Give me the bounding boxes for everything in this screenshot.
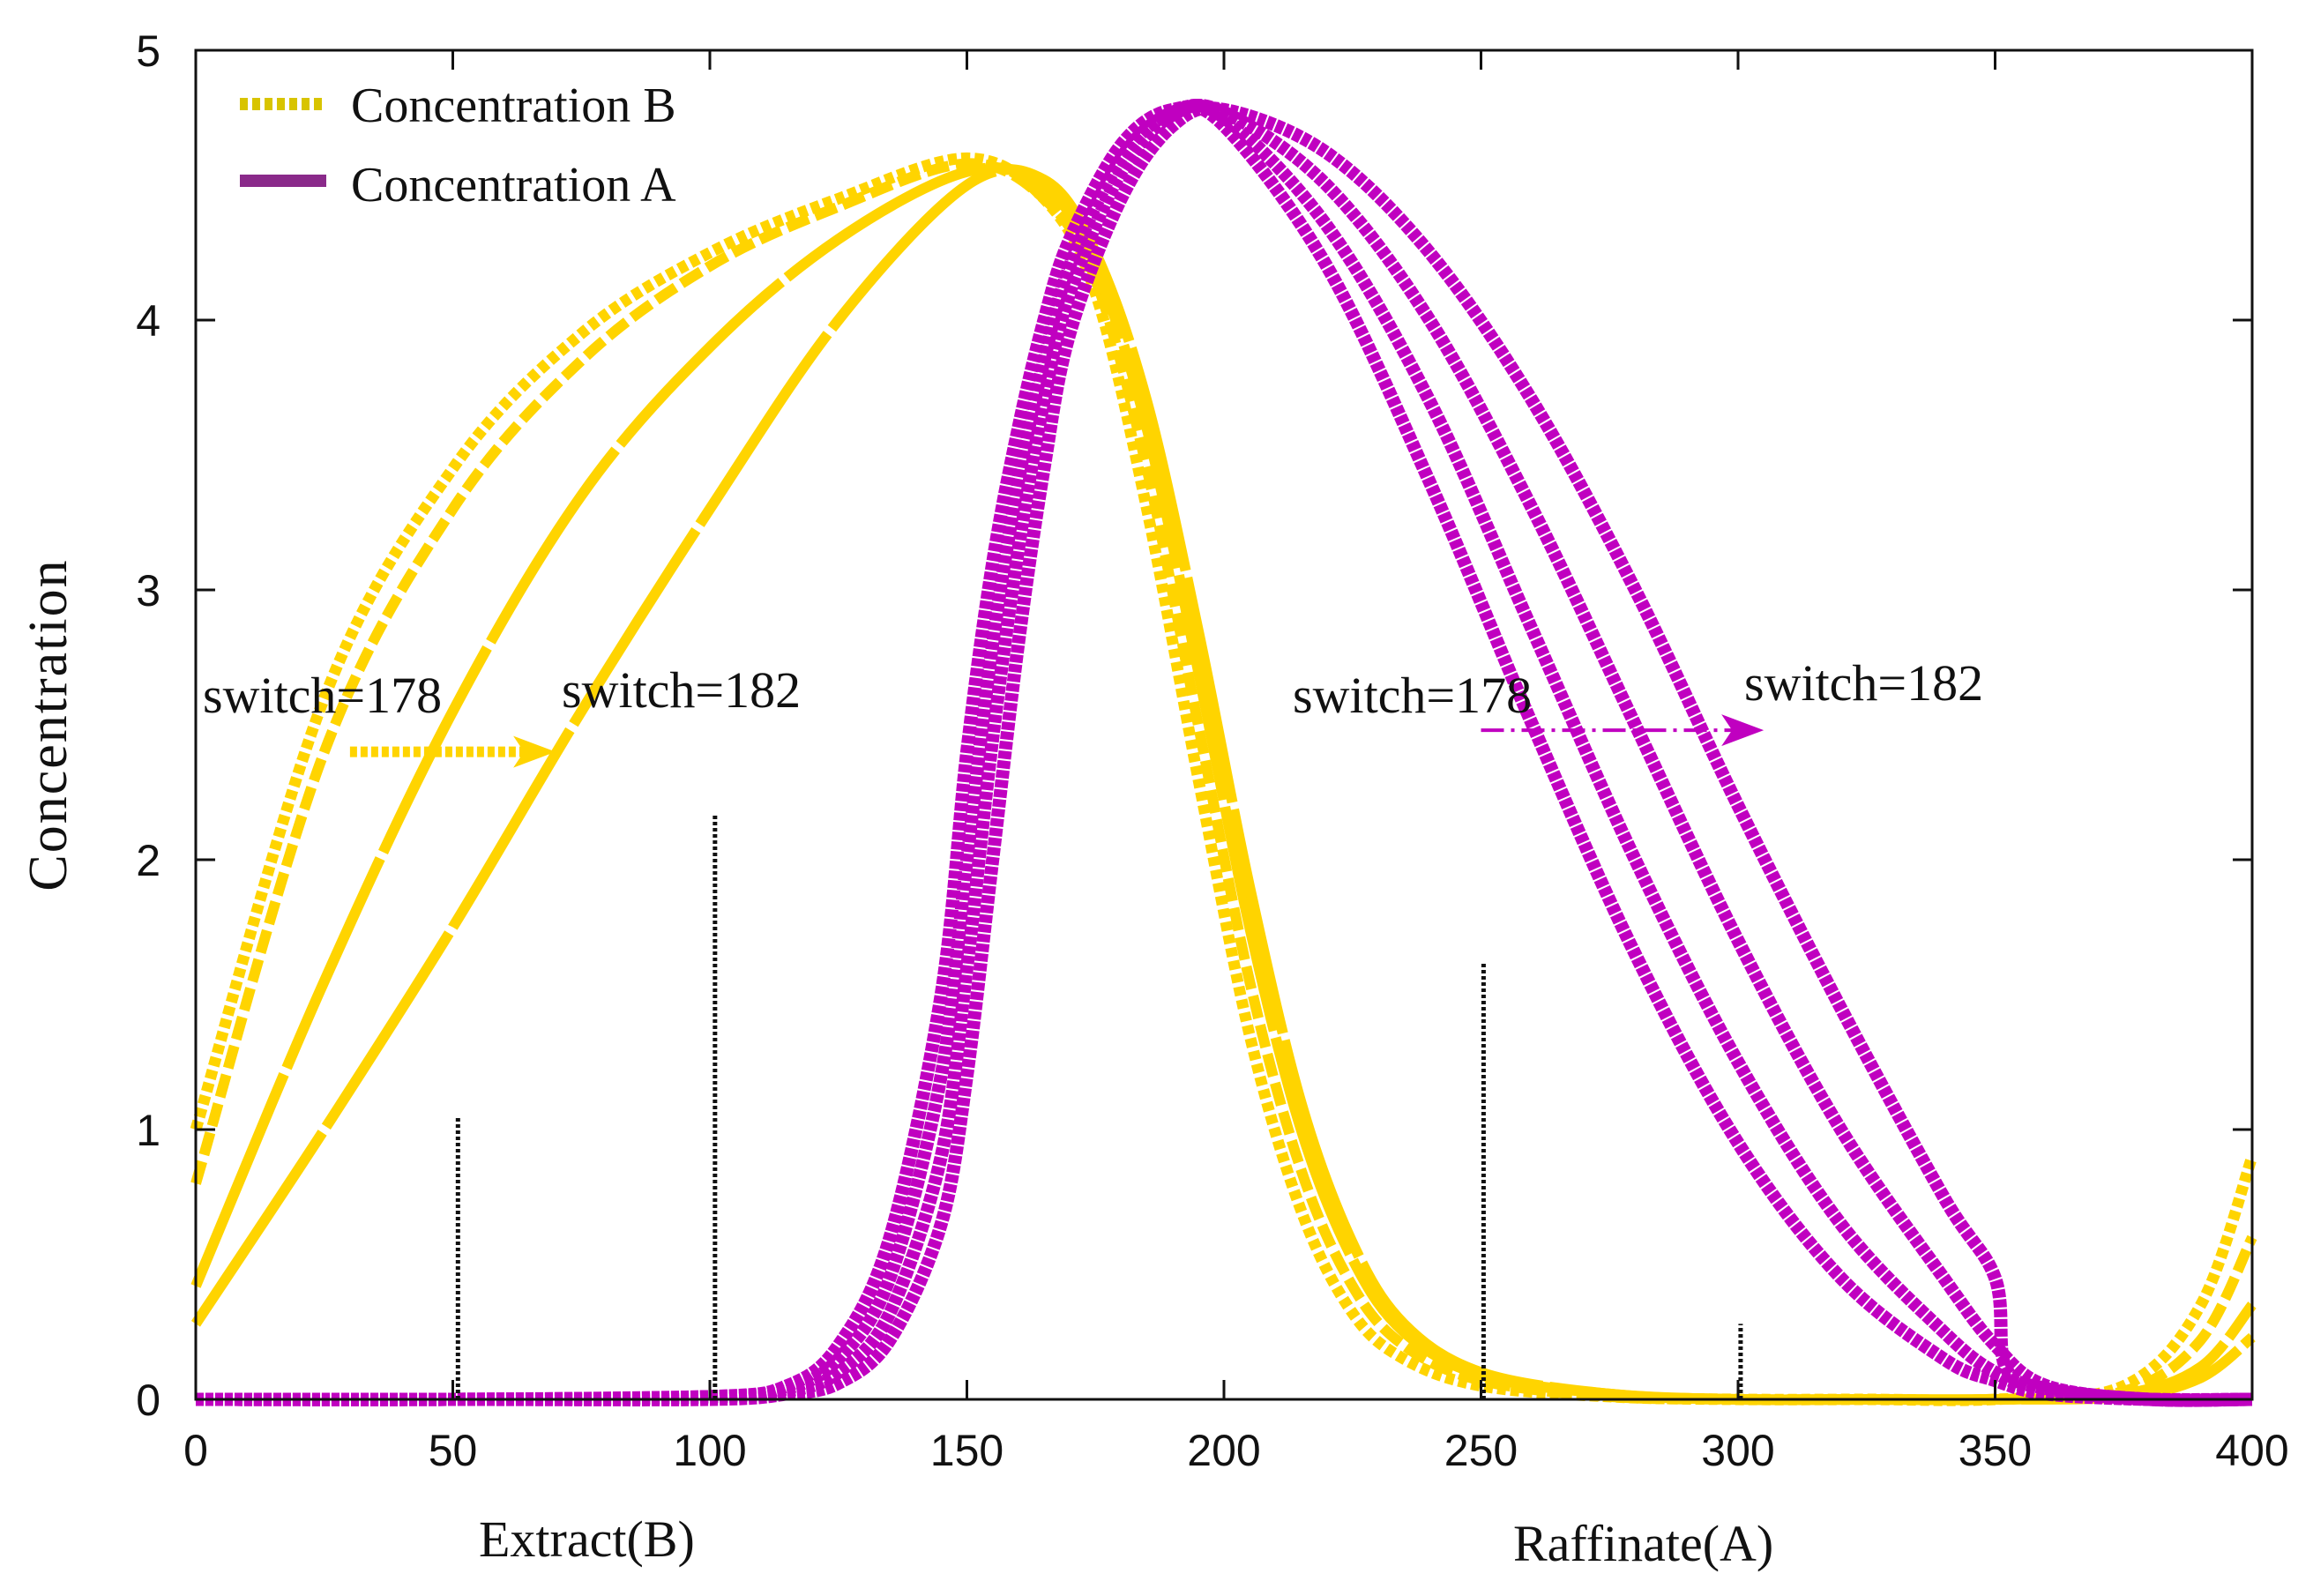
series-line-a-4 — [195, 100, 2253, 1406]
annotation-extract-switch-182: switch=182 — [562, 661, 801, 719]
annotation-raffinate-switch-178: switch=178 — [1293, 667, 1532, 724]
x-tick-label-50: 50 — [429, 1426, 478, 1475]
series-layer — [190, 98, 2258, 1407]
series-line-b-3 — [190, 164, 2256, 1406]
y-tick-label-0: 0 — [136, 1376, 160, 1425]
y-tick-label-3: 3 — [136, 566, 160, 615]
x-tick-label-200: 200 — [1187, 1426, 1260, 1475]
y-axis-label: Concentration — [19, 558, 78, 891]
x-axis-label-extract: Extract(B) — [479, 1510, 695, 1568]
annotation-raffinate-switch-182: switch=182 — [1744, 654, 1983, 712]
tick-layer: 0 50 100 150 200 250 300 350 400 0 1 2 3 4 5 — [136, 26, 2289, 1475]
arrow-head-1 — [1721, 714, 1765, 747]
arrow-head-0 — [513, 735, 556, 768]
series-line-a-7 — [196, 101, 2253, 1407]
x-axis-label-raffinate: Raffinate(A) — [1513, 1515, 1773, 1572]
legend-label-concentration-b: Concentration B — [351, 78, 676, 133]
arrow-layer — [349, 714, 1765, 768]
x-tick-label-300: 300 — [1701, 1426, 1774, 1475]
y-tick-label-1: 1 — [136, 1106, 160, 1155]
x-tick-label-350: 350 — [1959, 1426, 2032, 1475]
marker-layer — [455, 813, 1743, 1399]
x-tick-label-250: 250 — [1444, 1426, 1518, 1475]
annotation-extract-switch-178: switch=178 — [203, 667, 442, 724]
legend: Concentration B Concentration A — [240, 78, 676, 213]
x-tick-label-100: 100 — [673, 1426, 746, 1475]
x-tick-label-150: 150 — [930, 1426, 1004, 1475]
series-line-a-6 — [195, 98, 2253, 1407]
x-tick-label-0: 0 — [183, 1426, 208, 1475]
legend-label-concentration-a: Concentration A — [351, 158, 676, 213]
y-tick-label-5: 5 — [136, 26, 160, 76]
y-tick-label-2: 2 — [136, 836, 160, 885]
x-tick-label-400: 400 — [2215, 1426, 2288, 1475]
y-tick-label-4: 4 — [136, 296, 160, 346]
